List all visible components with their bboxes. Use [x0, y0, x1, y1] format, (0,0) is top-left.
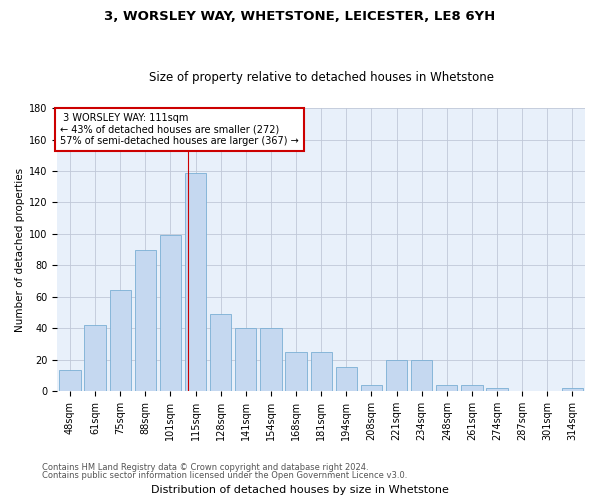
Bar: [461, 384, 482, 391]
Bar: [386, 360, 407, 391]
Bar: [210, 314, 232, 391]
Bar: [160, 236, 181, 391]
Text: 3 WORSLEY WAY: 111sqm
← 43% of detached houses are smaller (272)
57% of semi-det: 3 WORSLEY WAY: 111sqm ← 43% of detached …: [60, 112, 299, 146]
Text: Contains public sector information licensed under the Open Government Licence v3: Contains public sector information licen…: [42, 471, 407, 480]
Bar: [235, 328, 256, 391]
Y-axis label: Number of detached properties: Number of detached properties: [15, 168, 25, 332]
Bar: [436, 384, 457, 391]
Text: 3, WORSLEY WAY, WHETSTONE, LEICESTER, LE8 6YH: 3, WORSLEY WAY, WHETSTONE, LEICESTER, LE…: [104, 10, 496, 23]
Bar: [185, 172, 206, 391]
Bar: [134, 250, 156, 391]
Bar: [411, 360, 433, 391]
Text: Distribution of detached houses by size in Whetstone: Distribution of detached houses by size …: [151, 485, 449, 495]
Bar: [59, 370, 80, 391]
Bar: [286, 352, 307, 391]
Title: Size of property relative to detached houses in Whetstone: Size of property relative to detached ho…: [149, 70, 494, 84]
Bar: [85, 325, 106, 391]
Bar: [335, 368, 357, 391]
Bar: [260, 328, 281, 391]
Bar: [361, 384, 382, 391]
Bar: [487, 388, 508, 391]
Bar: [562, 388, 583, 391]
Bar: [311, 352, 332, 391]
Bar: [110, 290, 131, 391]
Text: Contains HM Land Registry data © Crown copyright and database right 2024.: Contains HM Land Registry data © Crown c…: [42, 464, 368, 472]
